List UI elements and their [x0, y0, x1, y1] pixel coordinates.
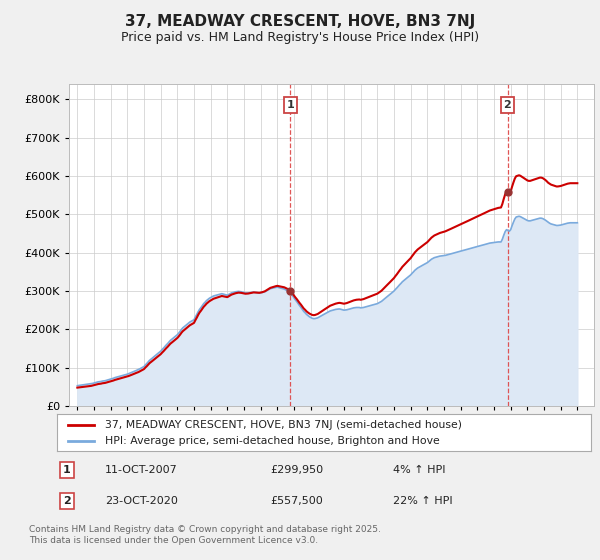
Text: 1: 1: [286, 100, 294, 110]
Text: 37, MEADWAY CRESCENT, HOVE, BN3 7NJ: 37, MEADWAY CRESCENT, HOVE, BN3 7NJ: [125, 14, 475, 29]
Text: HPI: Average price, semi-detached house, Brighton and Hove: HPI: Average price, semi-detached house,…: [105, 436, 440, 446]
Text: 2: 2: [503, 100, 511, 110]
Text: 4% ↑ HPI: 4% ↑ HPI: [394, 465, 446, 475]
Text: 37, MEADWAY CRESCENT, HOVE, BN3 7NJ (semi-detached house): 37, MEADWAY CRESCENT, HOVE, BN3 7NJ (sem…: [105, 419, 462, 430]
Text: Price paid vs. HM Land Registry's House Price Index (HPI): Price paid vs. HM Land Registry's House …: [121, 31, 479, 44]
Text: 2: 2: [63, 496, 70, 506]
Text: 11-OCT-2007: 11-OCT-2007: [105, 465, 178, 475]
Text: Contains HM Land Registry data © Crown copyright and database right 2025.
This d: Contains HM Land Registry data © Crown c…: [29, 525, 380, 545]
Text: 23-OCT-2020: 23-OCT-2020: [105, 496, 178, 506]
Text: £557,500: £557,500: [271, 496, 323, 506]
Text: 22% ↑ HPI: 22% ↑ HPI: [394, 496, 453, 506]
Text: 1: 1: [63, 465, 70, 475]
Text: £299,950: £299,950: [271, 465, 324, 475]
